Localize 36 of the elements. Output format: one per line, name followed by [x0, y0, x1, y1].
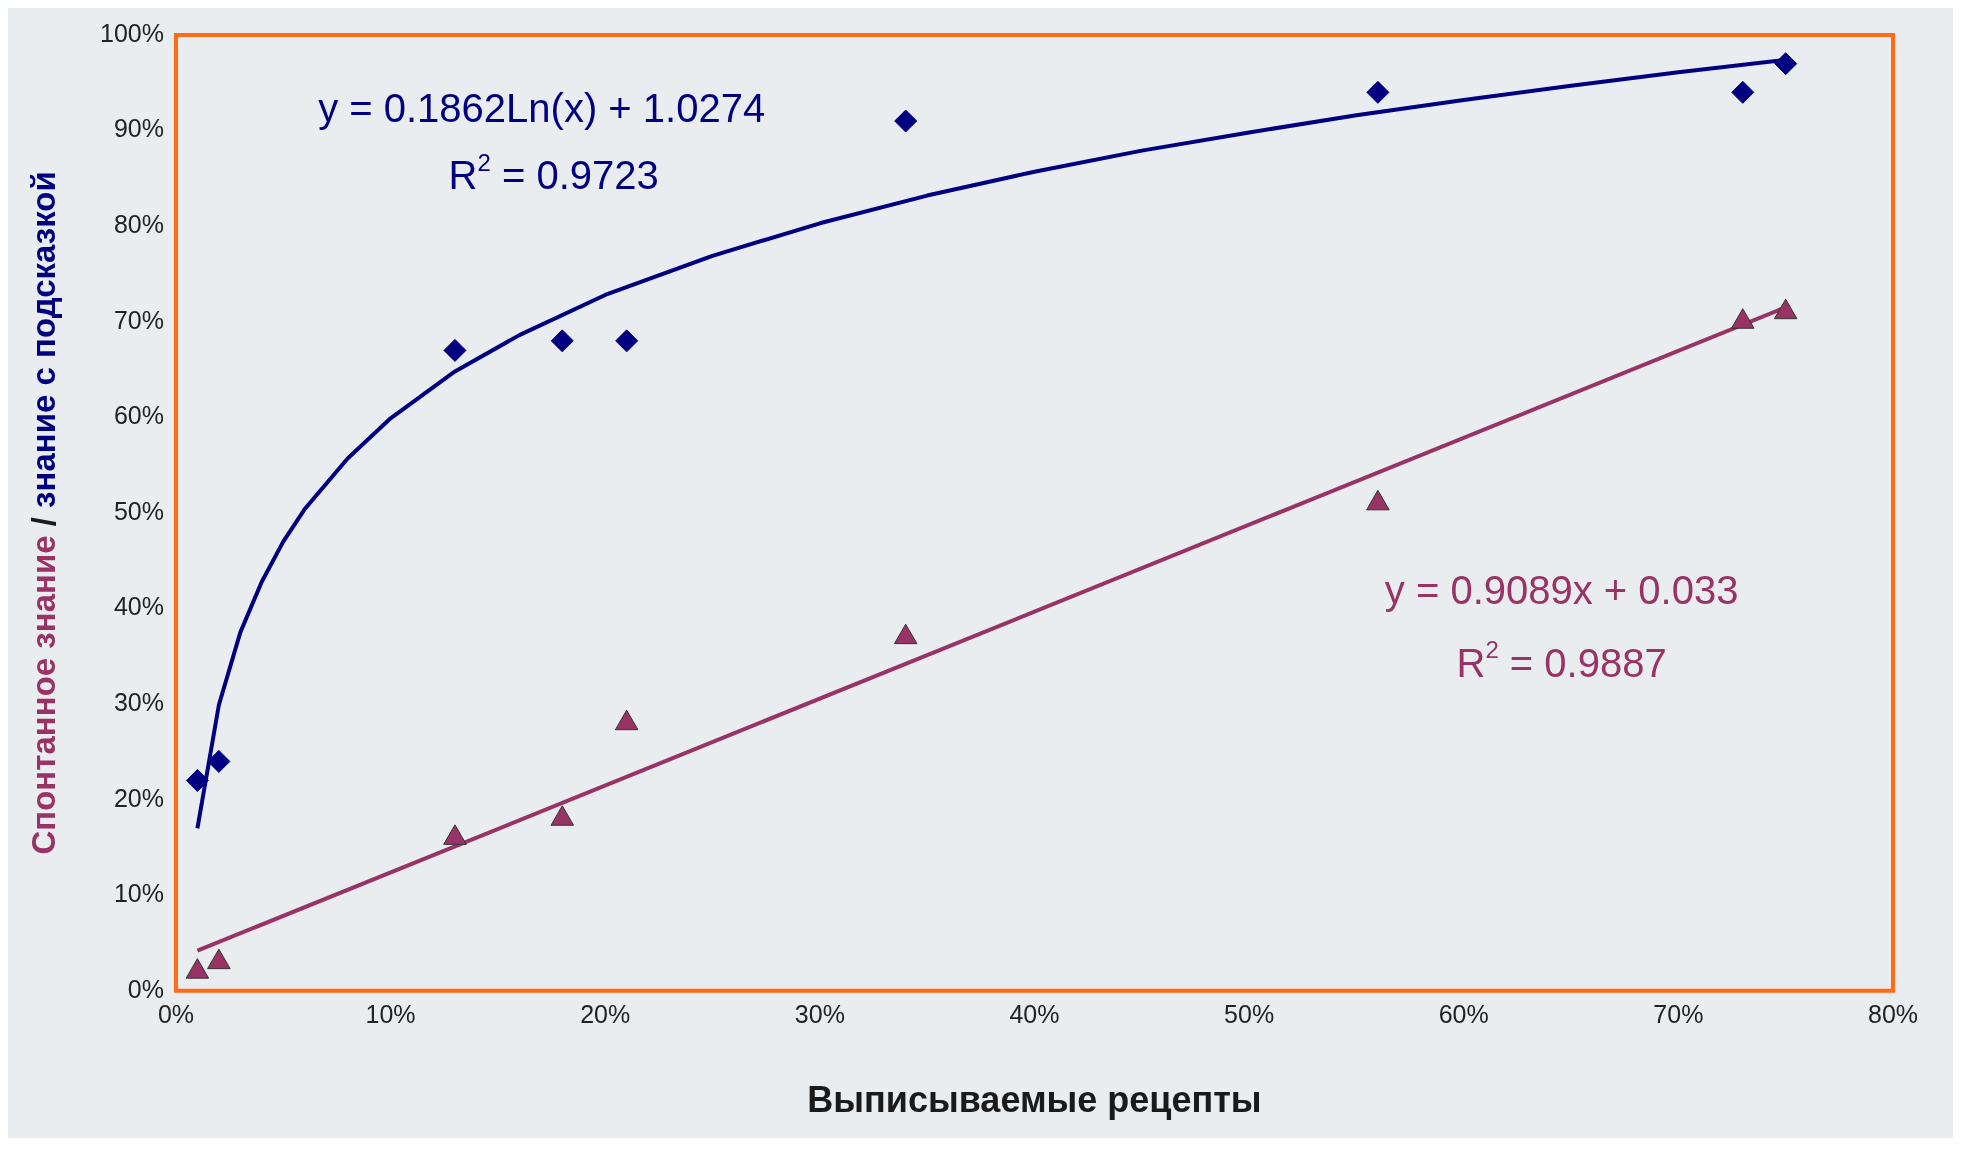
x-tick-label: 70% [1653, 999, 1704, 1028]
point [615, 329, 639, 353]
x-tick-label: 40% [1009, 999, 1060, 1028]
x-tick-label: 60% [1438, 999, 1489, 1028]
point [550, 329, 574, 353]
point [894, 109, 918, 133]
y-tick-label: 60% [113, 401, 164, 430]
y-tick-label: 100% [99, 18, 164, 47]
point [1774, 52, 1798, 76]
point [1731, 80, 1755, 104]
y-tick-label: 30% [113, 687, 164, 716]
annotation: y = 0.1862Ln(x) + 1.0274 [318, 86, 766, 131]
point [893, 623, 918, 645]
y-tick-label: 80% [113, 210, 164, 239]
point [1366, 80, 1390, 104]
x-tick-label: 80% [1867, 999, 1919, 1028]
point [550, 805, 575, 826]
x-tick-label: 20% [580, 999, 631, 1028]
y-axis-title: Спонтанное знание / знание с подсказкой [25, 171, 63, 855]
x-tick-label: 30% [794, 999, 845, 1028]
y-tick-label: 70% [113, 305, 164, 334]
annotation: y = 0.9089x + 0.033 [1384, 568, 1739, 613]
point [443, 824, 467, 845]
y-tick-label: 40% [113, 592, 164, 621]
y-tick-label: 20% [113, 783, 164, 812]
y-tick-label: 50% [113, 496, 164, 525]
x-tick-label: 10% [365, 999, 416, 1028]
y-tick-label: 90% [113, 114, 164, 143]
point [1366, 489, 1390, 511]
point [443, 338, 467, 362]
y-tick-label: 10% [113, 879, 164, 908]
point [614, 709, 639, 731]
point [207, 948, 231, 970]
point [185, 958, 210, 979]
x-axis-title: Выписываемые рецепты [807, 1079, 1262, 1121]
x-tick-label: 50% [1224, 999, 1275, 1028]
